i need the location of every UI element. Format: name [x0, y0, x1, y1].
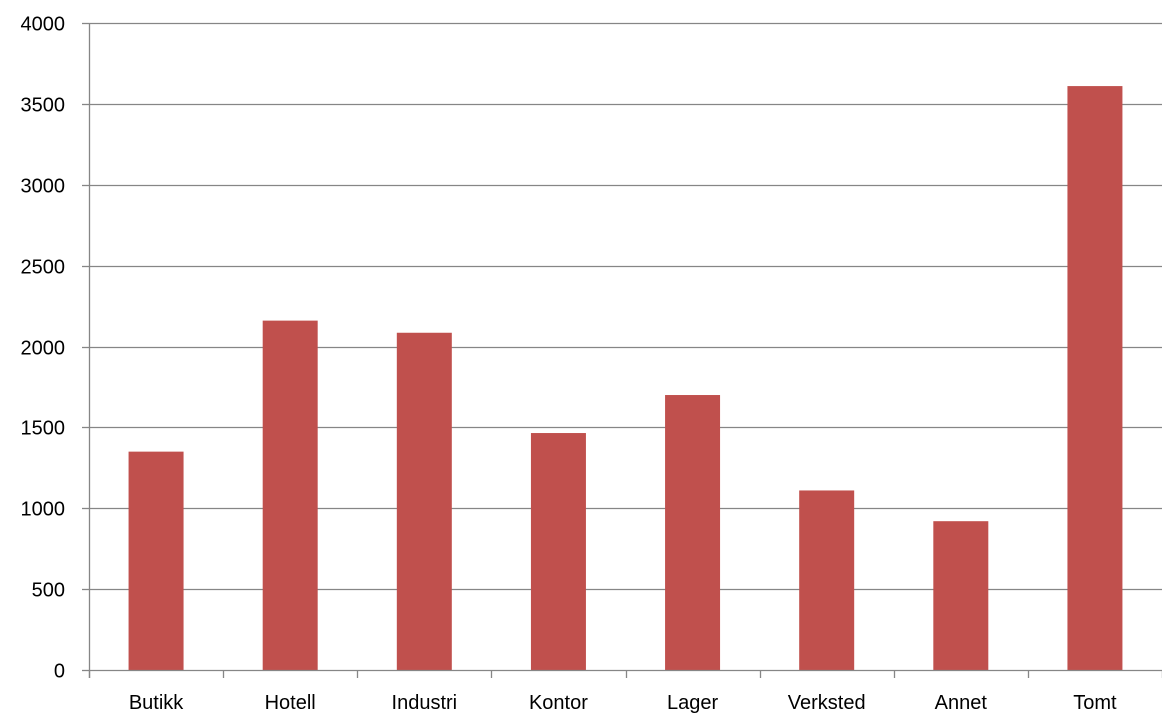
- axis-labels: 0 500 1000 1500 2000 2500 3000 3500 4000 Butikk Ho…: [21, 14, 1118, 715]
- x-tick-label: Industri: [392, 692, 458, 714]
- bar-series: [128, 86, 1123, 670]
- gridlines: [89, 22, 1162, 591]
- y-tick-label: 0: [54, 661, 65, 683]
- axes: [82, 22, 1162, 678]
- x-tick-label: Verksted: [788, 692, 866, 714]
- y-tick-label: 3000: [21, 176, 66, 198]
- bar-kontor: [530, 433, 586, 670]
- bar-verksted: [799, 490, 855, 670]
- y-tick-label: 1500: [21, 418, 66, 440]
- x-tick-label: Lager: [667, 692, 718, 714]
- y-tick-label: 4000: [21, 14, 66, 36]
- bar-tomt: [1067, 86, 1123, 670]
- x-tick-label: Butikk: [129, 692, 184, 714]
- bar-butikk: [128, 451, 184, 670]
- y-tick-label: 2000: [21, 338, 66, 360]
- bar-industri: [396, 332, 452, 670]
- x-tick-label: Kontor: [529, 692, 588, 714]
- x-tick-label: Annet: [935, 692, 988, 714]
- x-tick-label: Tomt: [1073, 692, 1117, 714]
- bar-hotell: [262, 320, 318, 670]
- y-tick-label: 2500: [21, 257, 66, 279]
- x-tick-label: Hotell: [265, 692, 316, 714]
- bar-annet: [933, 521, 989, 670]
- bar-lager: [665, 395, 721, 670]
- y-tick-label: 500: [32, 580, 65, 602]
- y-tick-label: 1000: [21, 499, 66, 521]
- y-tick-label: 3500: [21, 95, 66, 117]
